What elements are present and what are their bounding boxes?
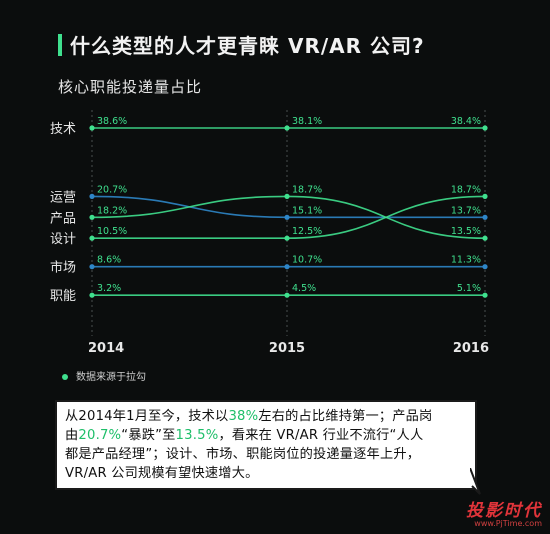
- watermark-url: www.PjTime.com: [474, 519, 542, 528]
- x-tick-label: 2015: [269, 341, 305, 356]
- x-tick-label: 2016: [453, 341, 489, 356]
- data-label: 3.2%: [97, 283, 121, 294]
- data-point: [89, 125, 95, 131]
- data-point: [89, 264, 95, 270]
- data-label: 13.7%: [451, 205, 481, 216]
- data-point: [482, 264, 488, 270]
- data-point: [89, 193, 95, 199]
- source-bullet-icon: [62, 374, 68, 380]
- data-label: 11.3%: [451, 255, 481, 266]
- data-point: [89, 235, 95, 241]
- data-label: 15.1%: [292, 205, 322, 216]
- data-point: [482, 193, 488, 199]
- category-label: 职能: [50, 289, 76, 304]
- data-label: 10.7%: [292, 255, 322, 266]
- category-label: 设计: [50, 232, 76, 247]
- data-point: [482, 125, 488, 131]
- data-point: [482, 235, 488, 241]
- data-point: [284, 193, 290, 199]
- data-label: 38.4%: [451, 116, 481, 127]
- data-point: [284, 214, 290, 220]
- bump-chart: 38.6% 38.1% 38.4% 20.7% 15.1% 13.7% 18.2% 18.7%…: [50, 110, 489, 356]
- data-point: [284, 264, 290, 270]
- data-point: [284, 292, 290, 298]
- data-label: 12.5%: [292, 226, 322, 237]
- note-line-4: VR/AR 公司规模有望快速增大。: [65, 466, 259, 481]
- category-label: 运营: [50, 190, 76, 205]
- data-label: 8.6%: [97, 255, 121, 266]
- data-label: 38.6%: [97, 116, 127, 127]
- note-tail: [470, 468, 481, 495]
- chart-subtitle: 核心职能投递量占比: [58, 78, 203, 96]
- watermark-logo: 投影时代: [466, 501, 542, 521]
- title-accent-bar: [58, 34, 62, 56]
- data-label: 38.1%: [292, 116, 322, 127]
- data-point: [482, 214, 488, 220]
- data-label: 20.7%: [97, 184, 127, 195]
- category-label: 产品: [50, 211, 76, 226]
- data-point: [284, 125, 290, 131]
- note-line-3: 都是产品经理”；设计、市场、职能岗位的投递量逐年上升，: [65, 447, 421, 462]
- data-label: 18.7%: [451, 184, 481, 195]
- data-source: 数据来源于拉勾: [62, 368, 146, 383]
- note-line-1: 从2014年1月至今，技术以38%左右的占比维持第一；产品岗: [65, 409, 433, 424]
- data-label: 10.5%: [97, 226, 127, 237]
- watermark: 投影时代 www.PjTime.com: [466, 496, 542, 528]
- category-label: 技术: [50, 122, 76, 137]
- data-label: 5.1%: [457, 283, 481, 294]
- data-label: 13.5%: [451, 226, 481, 237]
- data-label: 18.7%: [292, 184, 322, 195]
- data-point: [284, 235, 290, 241]
- data-label: 4.5%: [292, 283, 316, 294]
- page-title: 什么类型的人才更青睐 VR/AR 公司?: [70, 34, 425, 58]
- data-point: [482, 292, 488, 298]
- note-line-2: 由20.7%“暴跌”至13.5%，看来在 VR/AR 行业不流行“人人: [65, 428, 424, 443]
- x-tick-label: 2014: [88, 341, 124, 356]
- data-label: 18.2%: [97, 205, 127, 216]
- note-box: 从2014年1月至今，技术以38%左右的占比维持第一；产品岗 由20.7%“暴跌…: [55, 400, 477, 490]
- data-point: [89, 292, 95, 298]
- category-label: 市场: [50, 260, 76, 276]
- data-source-text: 数据来源于拉勾: [76, 372, 146, 383]
- data-point: [89, 214, 95, 220]
